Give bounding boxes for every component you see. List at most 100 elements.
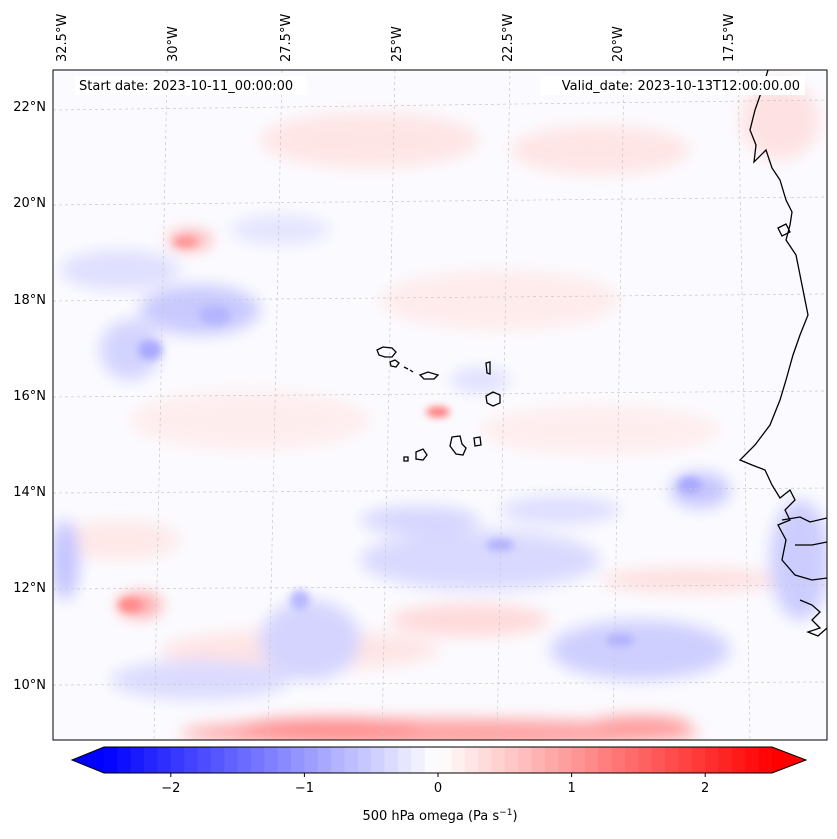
colorbar-bin bbox=[438, 747, 452, 773]
lat-tick-label: 20°N bbox=[13, 196, 46, 211]
colorbar-bin bbox=[504, 747, 519, 773]
colorbar-bin bbox=[277, 747, 292, 773]
island-sao-nicolau bbox=[418, 371, 440, 380]
lat-tick-label: 22°N bbox=[13, 100, 46, 115]
colorbar-bin bbox=[344, 747, 359, 773]
colorbar-bin bbox=[130, 747, 145, 773]
colorbar-bin bbox=[264, 747, 279, 773]
colorbar-bins bbox=[72, 747, 806, 773]
colorbar-bin bbox=[478, 747, 492, 773]
colorbar-bin bbox=[584, 747, 599, 773]
colorbar-label: 500 hPa omega (Pa s−1) bbox=[362, 808, 517, 824]
colorbar-bin bbox=[250, 747, 265, 773]
colorbar-ticks: −2 −1 0 1 2 bbox=[161, 773, 709, 796]
islet bbox=[409, 369, 414, 373]
colorbar-bin bbox=[718, 747, 733, 773]
omega-field bbox=[53, 80, 827, 740]
map-frame bbox=[52, 69, 828, 741]
colorbar-tick-label: 1 bbox=[567, 781, 575, 796]
valid-date-box bbox=[540, 76, 805, 95]
colorbar-bin bbox=[157, 747, 172, 773]
colorbar-bin bbox=[184, 747, 199, 773]
colorbar-bin bbox=[678, 747, 693, 773]
lon-tick-label: 17.5°W bbox=[722, 14, 737, 62]
latitude-ticks: 22°N 20°N 18°N 16°N 14°N 12°N 10°N bbox=[13, 100, 46, 693]
colorbar-bin bbox=[104, 747, 118, 773]
lon-tick-label: 22.5°W bbox=[501, 14, 516, 62]
lon-tick-label: 32.5°W bbox=[55, 14, 70, 62]
colorbar-bin bbox=[758, 747, 773, 773]
colorbar-tick-label: −1 bbox=[295, 781, 314, 796]
colorbar-bin bbox=[170, 747, 185, 773]
colorbar-bin bbox=[451, 747, 466, 773]
lat-tick-label: 12°N bbox=[13, 581, 46, 596]
colorbar-extend-min bbox=[72, 747, 104, 773]
lon-tick-label: 25°W bbox=[390, 26, 405, 62]
colorbar-bin bbox=[518, 747, 533, 773]
lon-tick-label: 20°W bbox=[611, 26, 626, 62]
colorbar-tick-label: −2 bbox=[161, 781, 180, 796]
colorbar-bin bbox=[571, 747, 586, 773]
island-maio bbox=[473, 436, 482, 447]
colorbar-bin bbox=[638, 747, 653, 773]
start-date-box bbox=[75, 76, 307, 95]
colorbar-bin bbox=[611, 747, 626, 773]
colorbar-bin bbox=[531, 747, 546, 773]
colorbar-bin bbox=[384, 747, 399, 773]
island-sao-vicente bbox=[389, 359, 400, 368]
valid-date-label: Valid_date: 2023-10-13T12:00:00.00 bbox=[562, 79, 800, 94]
africa-coastline bbox=[738, 70, 827, 637]
colorbar-bin bbox=[598, 747, 613, 773]
colorbar-bin bbox=[651, 747, 666, 773]
colorbar-bin bbox=[705, 747, 720, 773]
colorbar-bin bbox=[691, 747, 706, 773]
colorbar-outline bbox=[70, 746, 808, 774]
colorbar-bin bbox=[411, 747, 426, 773]
coastline bbox=[376, 346, 501, 462]
colorbar-bin bbox=[625, 747, 639, 773]
island-brava bbox=[403, 456, 409, 462]
colorbar-tick-label: 0 bbox=[434, 781, 442, 796]
colorbar-bin bbox=[464, 747, 479, 773]
lat-tick-label: 10°N bbox=[13, 678, 46, 693]
colorbar-bin bbox=[731, 747, 746, 773]
colorbar-bin bbox=[558, 747, 573, 773]
colorbar-bin bbox=[331, 747, 345, 773]
longitude-ticks: 32.5°W 30°W 27.5°W 25°W 22.5°W 20°W 17.5… bbox=[55, 14, 737, 62]
colorbar-bin bbox=[117, 747, 132, 773]
colorbar-bin bbox=[291, 747, 305, 773]
island-fogo bbox=[415, 448, 428, 461]
colorbar-tick-label: 2 bbox=[701, 781, 709, 796]
start-date-label: Start date: 2023-10-11_00:00:00 bbox=[79, 79, 293, 94]
colorbar-bin bbox=[237, 747, 252, 773]
colorbar-bin bbox=[745, 747, 760, 773]
colorbar-bin bbox=[304, 747, 319, 773]
colorbar: −2 −1 0 1 2 500 hPa omega (Pa s−1) bbox=[70, 746, 808, 824]
lat-tick-label: 16°N bbox=[13, 389, 46, 404]
colorbar-bin bbox=[224, 747, 239, 773]
island-santa-luzia bbox=[403, 366, 409, 370]
colorbar-bin bbox=[397, 747, 412, 773]
colorbar-bin bbox=[210, 747, 225, 773]
colorbar-bin bbox=[144, 747, 158, 773]
colorbar-extend-max bbox=[772, 747, 806, 773]
colorbar-bin bbox=[491, 747, 506, 773]
lat-tick-label: 18°N bbox=[13, 293, 46, 308]
island-boa-vista bbox=[485, 391, 501, 407]
island-santo-antao bbox=[376, 346, 397, 358]
lon-tick-label: 30°W bbox=[166, 26, 181, 62]
colorbar-bin bbox=[424, 747, 439, 773]
colorbar-bin bbox=[197, 747, 212, 773]
colorbar-bin bbox=[665, 747, 679, 773]
colorbar-bin bbox=[544, 747, 559, 773]
island-sal bbox=[485, 361, 491, 375]
lon-tick-label: 27.5°W bbox=[279, 14, 294, 62]
graticule bbox=[53, 70, 827, 740]
colorbar-bin bbox=[357, 747, 372, 773]
lat-tick-label: 14°N bbox=[13, 485, 46, 500]
colorbar-bin bbox=[371, 747, 386, 773]
colorbar-bin bbox=[317, 747, 332, 773]
island-santiago bbox=[449, 435, 467, 456]
